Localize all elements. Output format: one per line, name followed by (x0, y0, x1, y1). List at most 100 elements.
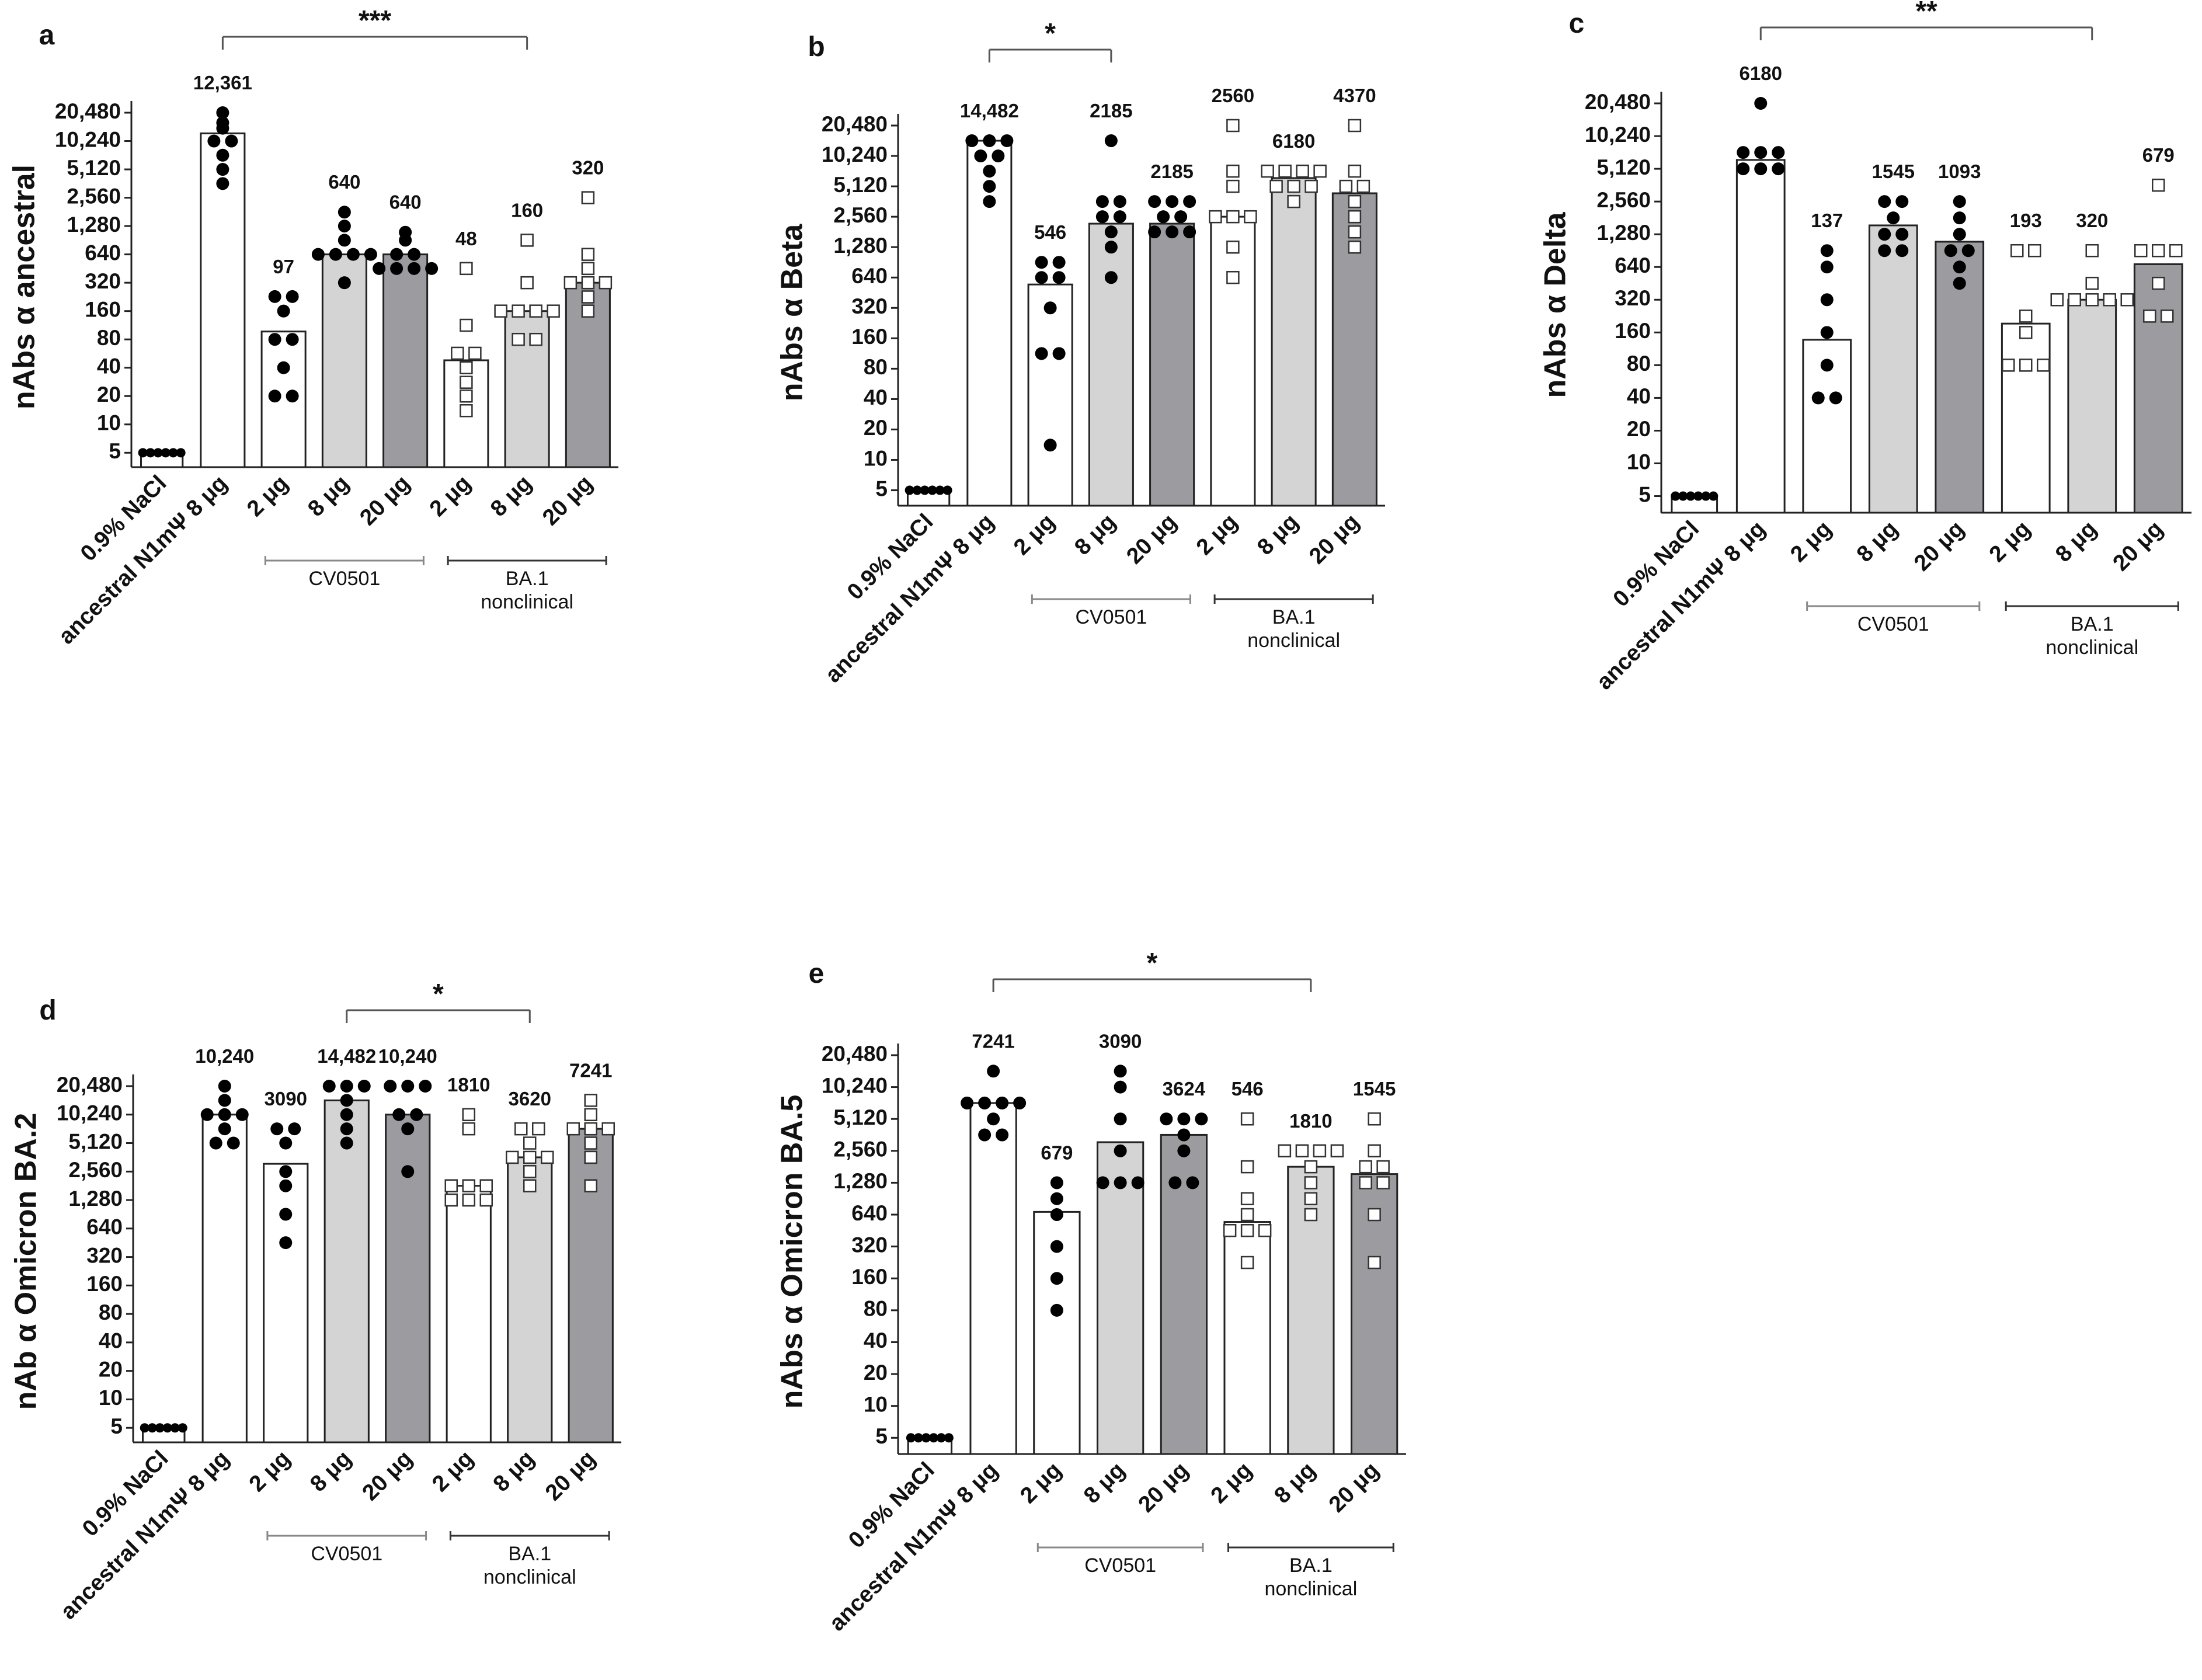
data-point (1113, 195, 1126, 208)
x-category-label: 20 μg (1133, 1458, 1193, 1517)
data-point (532, 1122, 545, 1136)
data-point (1953, 211, 1966, 225)
data-point (1304, 179, 1318, 193)
value-label: 97 (273, 256, 294, 277)
value-label: 1810 (1289, 1110, 1332, 1132)
data-point (373, 262, 386, 275)
data-point (460, 361, 473, 374)
bar (568, 1128, 614, 1444)
data-point (479, 1179, 493, 1192)
data-point (1961, 244, 1975, 258)
data-point (401, 1165, 415, 1178)
y-tick-label: 20,480 (55, 99, 121, 123)
y-tick-label: 160 (851, 325, 888, 349)
data-point (2068, 293, 2081, 307)
y-tick-label: 10,240 (1585, 123, 1651, 147)
x-category-label: 8 μg (1852, 516, 1902, 567)
y-tick-label: 40 (864, 385, 888, 409)
data-point (944, 1433, 954, 1443)
y-tick-label: 5 (875, 1424, 888, 1448)
data-point (1348, 240, 1362, 254)
data-point (425, 262, 439, 275)
group-label: nonclinical (483, 1566, 576, 1588)
y-tick-label: 2,560 (1596, 188, 1651, 212)
data-point (529, 304, 542, 318)
data-point (384, 1080, 397, 1093)
y-tick-label: 1,280 (67, 213, 121, 236)
data-point (1359, 1176, 1372, 1189)
y-axis-label: nAbs α Beta (775, 224, 809, 402)
data-point (494, 304, 507, 318)
y-tick-label: 10 (864, 1392, 888, 1416)
data-point (1104, 134, 1118, 148)
bar (1160, 1133, 1208, 1455)
data-point (523, 1150, 537, 1164)
x-category-label: 20 μg (1304, 509, 1364, 569)
data-point (468, 346, 482, 360)
data-point (1240, 1255, 1254, 1269)
data-point (601, 1122, 615, 1136)
value-label: 1545 (1872, 161, 1915, 182)
data-point (978, 1096, 992, 1109)
data-point (178, 1423, 187, 1433)
data-point (1296, 164, 1309, 178)
data-point (1953, 277, 1966, 290)
value-label: 2185 (1150, 161, 1193, 182)
y-tick-label: 80 (864, 355, 888, 379)
data-point (168, 448, 178, 458)
data-point (1304, 1176, 1318, 1189)
data-point (1050, 1240, 1063, 1253)
y-tick-label: 20 (864, 1361, 888, 1385)
data-point (2152, 244, 2165, 258)
data-point (1686, 491, 1696, 501)
data-point (1269, 179, 1283, 193)
data-point (401, 1122, 415, 1136)
data-point (1226, 210, 1240, 224)
y-tick-label: 320 (851, 294, 888, 318)
value-label: 3090 (1099, 1030, 1142, 1052)
group-label: nonclinical (1264, 1578, 1357, 1600)
significance-stars: * (433, 979, 444, 1010)
y-tick-label: 640 (1615, 253, 1651, 277)
y-tick-label: 5 (875, 476, 888, 500)
data-point (1258, 1224, 1272, 1237)
data-point (1114, 1112, 1127, 1126)
data-point (996, 1128, 1009, 1142)
panel-d: d nAb α Omicron BA.2 5 10 20 40 80 160 320 640 1,2… (9, 979, 621, 1625)
data-point (357, 1080, 371, 1093)
data-point (462, 1122, 475, 1136)
x-category-label: 8 μg (2051, 516, 2102, 567)
data-point (279, 1236, 293, 1250)
data-point (1114, 1080, 1127, 1094)
bar (1868, 224, 1918, 514)
data-point (329, 248, 342, 261)
data-point (1240, 1208, 1254, 1222)
data-point (176, 448, 186, 458)
data-point (1887, 211, 1900, 225)
data-point (942, 485, 952, 495)
data-point (235, 1108, 249, 1121)
data-point (346, 248, 360, 261)
data-point (1240, 1112, 1254, 1126)
x-category-label: 2 μg (1009, 509, 1060, 560)
data-point (1356, 179, 1370, 193)
data-point (1330, 1144, 1344, 1158)
y-tick-label: 40 (99, 1329, 123, 1353)
data-point (913, 1433, 923, 1443)
y-tick-label: 40 (864, 1328, 888, 1352)
data-point (1183, 195, 1196, 208)
data-point (340, 1094, 353, 1107)
data-point (992, 149, 1005, 163)
data-point (584, 1094, 597, 1107)
value-label: 1093 (1938, 161, 1981, 182)
data-point (1701, 491, 1711, 501)
data-point (1811, 391, 1825, 405)
data-point (2002, 359, 2015, 372)
significance-stars: * (1045, 18, 1056, 49)
data-point (1114, 1065, 1127, 1078)
data-point (338, 206, 351, 219)
data-point (1304, 1208, 1318, 1222)
data-point (584, 1108, 597, 1122)
x-category-label: 2 μg (244, 1446, 295, 1497)
data-point (1709, 491, 1719, 501)
